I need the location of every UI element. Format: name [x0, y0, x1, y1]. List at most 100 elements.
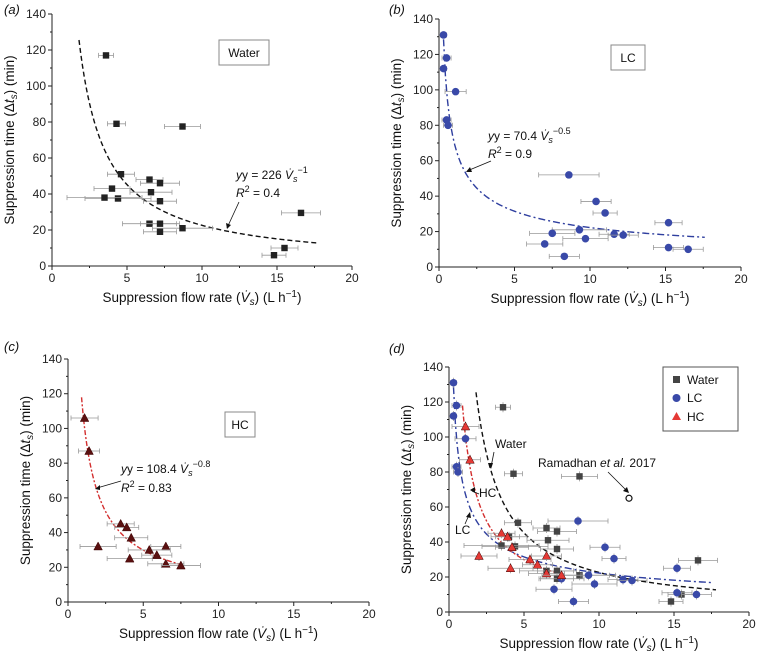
lc-point — [619, 231, 628, 239]
panel-a-x-tick-label: 5 — [124, 271, 131, 285]
lc-point — [592, 197, 600, 206]
svg-text:Water: Water — [228, 46, 260, 60]
hc-point — [161, 541, 171, 551]
water-point — [179, 225, 186, 232]
panel-c-y-axis-label: Suppression time (Δts) (min) — [18, 396, 36, 565]
lc-point — [601, 209, 609, 217]
panel-d-lc-point — [590, 580, 599, 588]
panel-d-water-point — [667, 598, 675, 605]
panel-a-y-tick-label: 60 — [33, 151, 47, 165]
svg-text:yy = 70.4 V̇s−0.5: yy = 70.4 V̇s−0.5 — [487, 126, 571, 145]
panel-d-curve-labels: Water HC LC — [455, 437, 527, 537]
lc-point — [581, 234, 590, 243]
panel-d-hc-point — [556, 570, 567, 579]
panel-d-x-axis-label: Suppression flow rate (V̇s) (L h−1) — [499, 635, 698, 653]
panel-a-y-tick-label: 80 — [33, 115, 47, 129]
panel-d-lc-point — [449, 378, 458, 387]
panel-d-lc-point — [569, 597, 578, 606]
panel-c-x-tick-label: 10 — [212, 607, 226, 621]
svg-text:LC: LC — [455, 523, 471, 537]
panel-d-lc-point — [574, 517, 582, 525]
panel-d-lc-point — [601, 543, 609, 552]
water-point — [179, 123, 186, 130]
water-point — [101, 194, 108, 201]
panel-b-plot-area: 0 5 10 15 20 0 20 40 60 80 100 120 140 Suppression fl… — [389, 12, 748, 309]
panel-d-water-point — [498, 542, 505, 549]
panel-d-combined: (d) 0 5 10 15 20 0 20 40 60 80 100 120 140 Suppressio… — [389, 341, 756, 653]
panel-d-lc-point — [673, 564, 681, 573]
panel-d-hc-point — [460, 421, 471, 431]
panel-b-label: (b) — [389, 2, 405, 17]
panel-d-lc-point — [454, 468, 462, 476]
water-point — [108, 185, 116, 192]
panel-b-equation: yy = 70.4 V̇s−0.5 R2 = 0.9 — [466, 126, 571, 172]
panel-d-water-point — [511, 543, 519, 550]
hc-point — [115, 518, 126, 528]
panel-d-water-point — [544, 537, 552, 544]
panel-d-y-tick-label: 140 — [423, 360, 443, 374]
panel-d-water-point — [499, 404, 507, 411]
panel-c-y-tick-label: 80 — [49, 456, 63, 470]
panel-d-lc-point — [673, 588, 681, 597]
hc-point — [124, 553, 135, 563]
panel-d-lc-point — [610, 554, 618, 563]
water-point — [156, 228, 164, 235]
panel-c-x-tick-label: 15 — [287, 607, 301, 621]
water-point — [156, 220, 164, 227]
panel-c-y-tick-label: 60 — [49, 491, 63, 505]
water-point — [146, 176, 153, 183]
panel-d-hc-point — [465, 454, 475, 464]
panel-b-y-tick-label: 20 — [420, 225, 434, 239]
panel-a-y-tick-label: 0 — [39, 259, 46, 273]
ramadhan-2017-point — [625, 494, 633, 502]
panel-d-plot-area: 0 5 10 15 20 0 20 40 60 80 100 120 140 Suppression fl… — [399, 360, 756, 653]
panel-d-hc-point — [505, 563, 516, 572]
panel-d-lc-point — [550, 585, 558, 594]
panel-c-x-tick-label: 5 — [140, 607, 147, 621]
hc-point — [93, 541, 103, 551]
panel-d-x-tick-label: 20 — [742, 617, 756, 631]
panel-d-lc-fit-curve — [452, 387, 714, 584]
hc-point — [121, 522, 132, 532]
panel-d-label: (d) — [389, 341, 405, 356]
panel-b-x-tick-label: 0 — [436, 272, 443, 286]
panel-b-x-tick-label: 20 — [734, 272, 748, 286]
panel-d-hc-point — [541, 550, 552, 560]
hc-fit-curve — [80, 397, 185, 566]
panel-d-water-point — [553, 567, 561, 575]
panel-d-water-point — [514, 519, 522, 526]
panel-d-x-tick-label: 10 — [592, 617, 606, 631]
panel-a-x-axis-label: Suppression flow rate (V̇s) (L h−1) — [102, 289, 301, 308]
panel-d-water-point — [510, 470, 517, 477]
water-point — [117, 171, 125, 178]
panel-d-y-tick-label: 0 — [436, 605, 443, 619]
panel-d-y-tick-label: 20 — [430, 570, 444, 584]
hc-point — [84, 445, 94, 455]
lc-point — [442, 54, 451, 62]
panel-a-water: (a) 0 5 10 15 20 0 20 40 60 80 100 120 140 Suppressio… — [2, 2, 359, 308]
panel-d-lc-point — [452, 401, 461, 410]
lc-point — [575, 226, 584, 234]
panel-b-x-tick-label: 15 — [659, 272, 673, 286]
panel-d-water-point — [553, 545, 561, 553]
panel-c-hc: (c) 0 5 10 15 20 0 20 40 60 80 100 120 140 Suppressio… — [4, 339, 376, 644]
lc-point — [439, 31, 448, 39]
panel-a-y-tick-label: 100 — [26, 79, 46, 93]
panel-b-y-tick-label: 80 — [420, 118, 434, 132]
panel-d-hc-point — [496, 528, 507, 537]
panel-c-equation: yy = 108.4 V̇s−0.8 R2 = 0.83 — [95, 459, 210, 495]
water-point — [270, 252, 278, 259]
panel-d-lc-point — [692, 590, 701, 599]
hc-point — [126, 532, 136, 542]
water-point — [297, 209, 305, 217]
panel-a-plot-area: 0 5 10 15 20 0 20 40 60 80 100 120 140 Suppression fl… — [2, 7, 359, 308]
panel-c-y-tick-label: 140 — [42, 352, 62, 366]
panel-b-y-axis-label: Suppression time (Δts) (min) — [389, 58, 407, 227]
svg-text:Water: Water — [687, 373, 719, 387]
water-point — [156, 198, 164, 205]
svg-text:R2 = 0.83: R2 = 0.83 — [121, 479, 172, 495]
panel-b-y-tick-label: 100 — [413, 83, 433, 97]
svg-text:HC: HC — [479, 486, 497, 500]
panel-d-legend: Water LC HC — [662, 366, 739, 432]
